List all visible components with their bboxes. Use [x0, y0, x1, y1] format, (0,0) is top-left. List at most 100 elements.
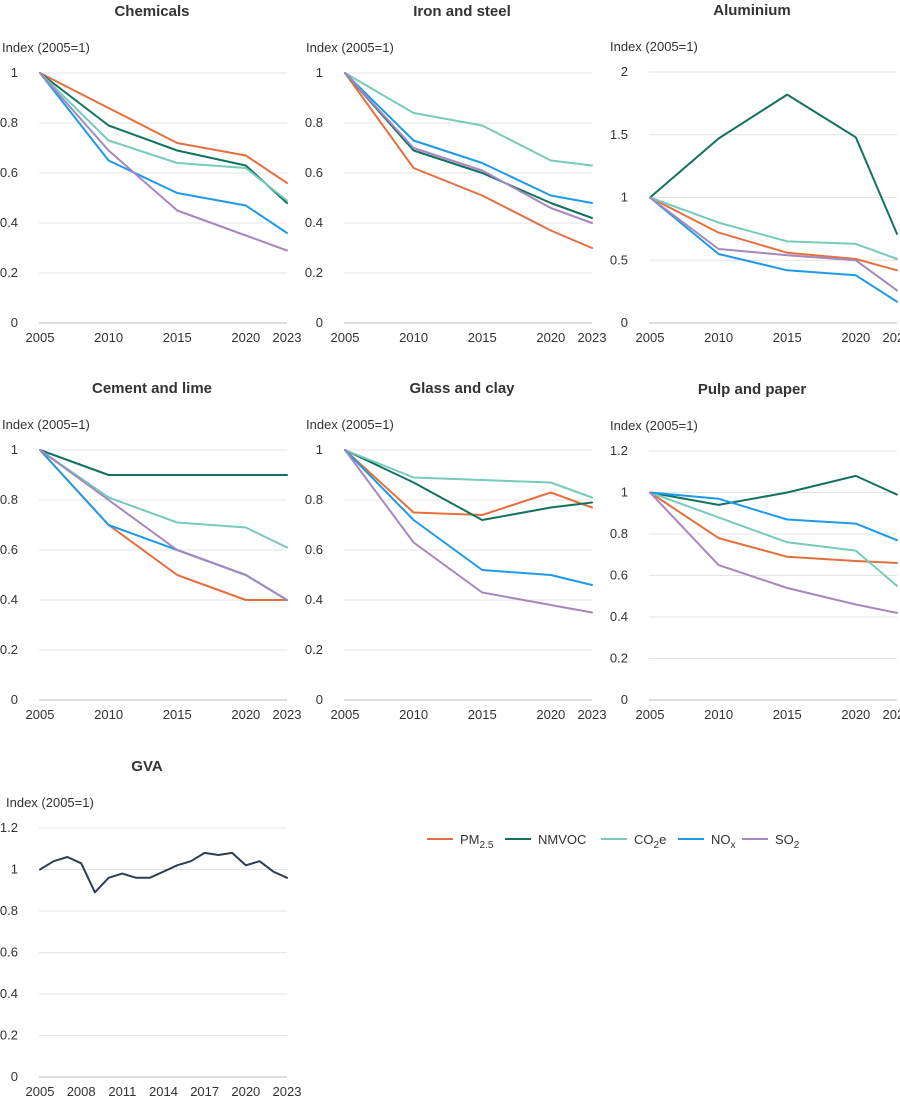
y-tick-label: 0.4	[305, 215, 323, 230]
series-line-nox	[344, 449, 593, 586]
x-tick-label: 2014	[149, 1084, 178, 1099]
y-tick-label: 1	[11, 442, 18, 457]
y-tick-label: 0.8	[305, 115, 323, 130]
series-line-so2	[649, 196, 898, 292]
legend-label-subscript: x	[731, 840, 736, 851]
y-tick-label: 0	[621, 315, 628, 330]
chart-panel-chemicals: Chemicals Index (2005=1) 0 0.2 0.4 0.6 0.8 1 200…	[0, 3, 301, 345]
y-tick-label: 1.2	[610, 443, 628, 458]
x-tick-label: 2005	[26, 330, 55, 345]
y-axis-label: Index (2005=1)	[6, 795, 94, 810]
y-axis-label: Index (2005=1)	[2, 40, 90, 55]
series-line-co2e	[649, 196, 898, 260]
legend-item-nmvoc: NMVOC	[505, 832, 586, 847]
y-tick-label: 0.4	[0, 986, 18, 1001]
x-tick-label: 2023	[883, 707, 900, 722]
y-tick-label: 0.4	[305, 592, 323, 607]
x-tick-label: 2011	[108, 1084, 136, 1099]
series-line-pm25	[649, 491, 898, 564]
chart-panel-gva: GVA Index (2005=1) 0 0.2 0.4 0.6 0.8 1 1.2 2005 20…	[0, 758, 301, 1099]
y-tick-label: 0.4	[0, 592, 18, 607]
chart-panel-pulp-and-paper: Pulp and paper Index (2005=1) 0 0.2 0.4 0.6 0.…	[610, 381, 900, 722]
series-line-nmvoc	[344, 72, 593, 219]
y-tick-label: 0.8	[0, 115, 18, 130]
chart-panel-aluminium: Aluminium Index (2005=1) 0 0.5 1 1.5 2 2005 2010…	[610, 2, 900, 345]
series-line-so2	[649, 491, 898, 614]
x-tick-label: 2023	[273, 1084, 302, 1099]
x-tick-label: 2020	[231, 330, 260, 345]
series-line-co2e	[649, 491, 898, 587]
y-tick-label: 0.8	[610, 526, 628, 541]
legend-label-base: NO	[711, 832, 731, 847]
y-tick-label: 1.5	[610, 127, 628, 142]
y-tick-label: 0	[316, 315, 323, 330]
x-tick-label: 2005	[26, 707, 55, 722]
x-tick-label: 2020	[231, 707, 260, 722]
x-tick-label: 2017	[190, 1084, 219, 1099]
series-line-nmvoc	[649, 474, 898, 506]
panel-title: Aluminium	[713, 2, 791, 19]
y-tick-label: 0.8	[0, 492, 18, 507]
x-tick-label: 2015	[163, 707, 192, 722]
panel-title: Chemicals	[114, 3, 189, 20]
legend-item-pm25: PM2.5	[427, 832, 494, 851]
x-tick-label: 2010	[94, 330, 123, 345]
legend: PM2.5 NMVOC CO2e NOx SO2	[427, 832, 800, 851]
y-tick-label: 0.6	[0, 165, 18, 180]
series-line-co2e	[344, 449, 593, 499]
x-tick-label: 2005	[636, 707, 665, 722]
y-tick-label: 0	[621, 692, 628, 707]
x-tick-label: 2010	[704, 330, 733, 345]
y-tick-label: 0.2	[610, 651, 628, 666]
x-tick-label: 2005	[331, 707, 360, 722]
chart-panel-iron-and-steel: Iron and steel Index (2005=1) 0 0.2 0.4 0.6 0.…	[305, 3, 607, 345]
series-line-nmvoc	[649, 93, 898, 235]
x-tick-label: 2010	[704, 707, 733, 722]
legend-label: NMVOC	[538, 832, 586, 847]
legend-label: SO2	[775, 832, 800, 851]
legend-label: CO2e	[634, 832, 666, 851]
legend-label-subscript: 2.5	[480, 840, 494, 851]
panel-title: GVA	[131, 758, 163, 775]
y-tick-label: 0.2	[0, 1028, 18, 1043]
y-tick-label: 0	[11, 315, 18, 330]
series-line-co2e	[39, 72, 288, 202]
legend-label-base: CO	[634, 832, 654, 847]
y-tick-label: 0.6	[0, 945, 18, 960]
x-tick-label: 2015	[773, 330, 802, 345]
y-tick-label: 0.4	[0, 215, 18, 230]
x-tick-label: 2020	[536, 707, 565, 722]
chart-panel-glass-and-clay: Glass and clay Index (2005=1) 0 0.2 0.4 0.6 0.…	[305, 380, 607, 722]
y-tick-label: 1.2	[0, 820, 18, 835]
y-axis-label: Index (2005=1)	[306, 417, 394, 432]
x-tick-label: 2020	[231, 1084, 260, 1099]
series-line-nmvoc	[39, 449, 288, 476]
x-tick-label: 2015	[468, 707, 497, 722]
series-line-pm25	[39, 72, 288, 184]
y-axis-label: Index (2005=1)	[2, 417, 90, 432]
series-line-so2	[39, 449, 288, 601]
series-line-so2	[39, 72, 288, 252]
y-tick-label: 0.2	[0, 265, 18, 280]
x-tick-label: 2015	[773, 707, 802, 722]
series-line-pm25	[649, 196, 898, 272]
legend-item-co2e: CO2e	[601, 832, 666, 851]
y-tick-label: 0	[11, 692, 18, 707]
legend-label-base: NMVOC	[538, 832, 586, 847]
y-tick-label: 0.2	[305, 265, 323, 280]
y-tick-label: 0.8	[0, 903, 18, 918]
legend-item-so2: SO2	[742, 832, 800, 851]
x-tick-label: 2020	[841, 330, 870, 345]
y-tick-label: 0.2	[305, 642, 323, 657]
legend-label: PM2.5	[460, 832, 494, 851]
x-tick-label: 2005	[26, 1084, 55, 1099]
series-line-co2e	[344, 72, 593, 167]
chart-panel-cement-and-lime: Cement and lime Index (2005=1) 0 0.2 0.4 0.6 0…	[0, 380, 301, 722]
legend-label-subscript: 2	[794, 840, 800, 851]
series-line-pm25	[344, 72, 593, 249]
series-line-nox	[649, 491, 898, 542]
series-line-so2	[344, 449, 593, 614]
panel-title: Cement and lime	[92, 380, 212, 397]
x-tick-label: 2010	[399, 707, 428, 722]
